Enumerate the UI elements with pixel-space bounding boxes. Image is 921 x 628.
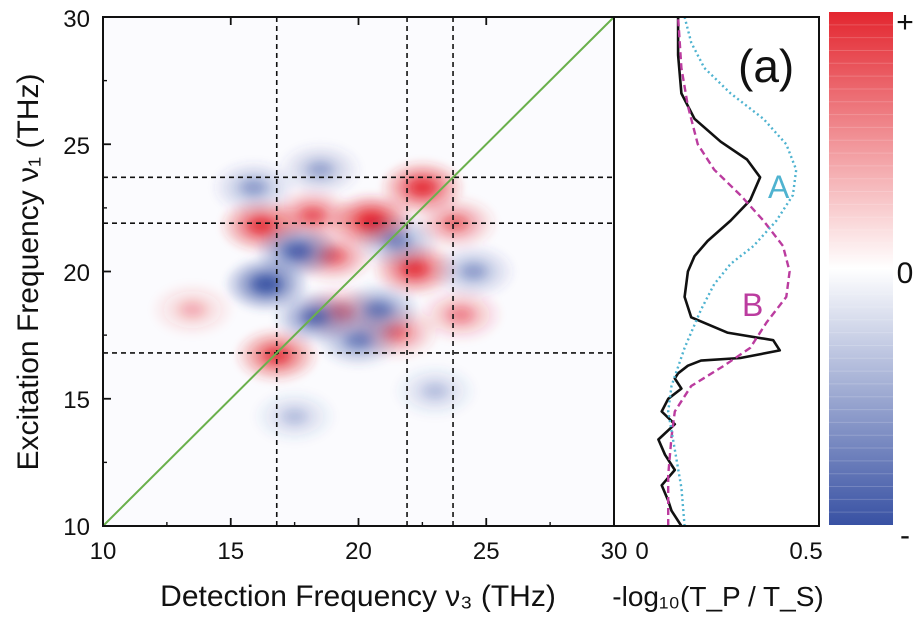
side-x-axis-label: -log₁₀(T_P / T_S) [612,581,823,612]
x-tick-label: 30 [601,538,628,565]
side-x-tick-label: 0.5 [789,538,822,565]
y-tick-label: 20 [63,260,90,287]
series-label-a: A [768,169,790,205]
y-axis-label: Excitation Frequency ν₁ (THz) [12,74,45,471]
spectrum-dotted [667,17,798,526]
x-tick-label: 10 [90,538,117,565]
y-tick-label: 25 [63,133,90,160]
negative-peak [214,162,293,214]
diagonal-line [102,16,615,527]
y-tick-label: 30 [63,6,90,33]
negative-peak [434,246,513,297]
spectrum-dashed [667,17,791,526]
negative-peak [357,215,436,267]
x-tick-label: 20 [345,538,372,565]
negative-peak [255,391,334,443]
y-tick-label: 15 [63,387,90,414]
x-axis-label: Detection Frequency ν₃ (THz) [160,580,556,613]
positive-peak [421,289,500,341]
negative-peak [396,365,475,417]
negative-peak [319,314,398,366]
heatmap-peaks [153,144,513,443]
series-label-b: B [742,287,763,323]
colorbar-label-minus: - [900,519,910,552]
colorbar-steps [829,24,893,513]
guide-lines [103,17,614,526]
y-tick-label: 10 [63,514,90,541]
positive-peak [237,329,316,381]
panel-label: (a) [738,40,794,92]
negative-peak [281,144,360,196]
negative-peak [258,225,337,277]
x-tick-label: 15 [217,538,244,565]
colorbar-label-zero: 0 [897,257,914,290]
colorbar [829,12,893,525]
colorbar-label-plus: + [896,6,914,39]
axis-ticks [102,16,615,527]
positive-peak [153,284,232,336]
spectrum-solid [657,17,782,526]
x-tick-label: 25 [473,538,500,565]
spectra-panel [657,17,798,526]
side-x-tick-label: 0 [635,538,648,565]
